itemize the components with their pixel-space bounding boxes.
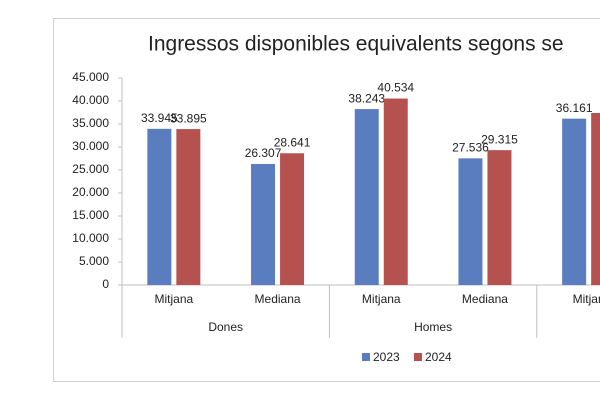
- legend-swatch: [414, 353, 422, 361]
- value-label: 27.536: [452, 141, 489, 155]
- group-label: Dones: [208, 320, 243, 334]
- value-label: 33.945: [141, 111, 178, 125]
- y-tick-label: 45.000: [72, 70, 109, 84]
- legend-label: 2023: [373, 350, 400, 364]
- value-label: 38.243: [348, 91, 385, 105]
- bar: [176, 129, 201, 285]
- value-label: 40.534: [377, 81, 414, 95]
- y-tick-label: 10.000: [72, 231, 109, 245]
- bar: [147, 128, 172, 285]
- y-tick-label: 15.000: [72, 208, 109, 222]
- x-tick-label: Mediana: [255, 292, 301, 306]
- bar: [354, 109, 379, 285]
- bar: [458, 158, 483, 285]
- x-tick-label: Mitjana: [362, 292, 401, 306]
- y-tick-label: 5.000: [79, 254, 109, 268]
- bar: [562, 118, 587, 286]
- y-tick-label: 40.000: [72, 93, 109, 107]
- legend-swatch: [362, 353, 370, 361]
- y-tick-label: 30.000: [72, 139, 109, 153]
- y-tick-label: 25.000: [72, 162, 109, 176]
- value-label: 28.641: [274, 135, 311, 149]
- value-label: 29.315: [481, 132, 518, 146]
- bar: [280, 153, 305, 285]
- value-label: 33.895: [170, 111, 207, 125]
- value-label: 36.161: [556, 101, 593, 115]
- bar: [487, 150, 512, 285]
- legend-label: 2024: [425, 350, 452, 364]
- x-tick-label: Mediana: [462, 292, 508, 306]
- y-tick-label: 0: [102, 277, 109, 291]
- bar: [383, 98, 408, 285]
- group-label: Homes: [414, 320, 452, 334]
- chart-border: [53, 18, 600, 382]
- chart-title: Ingressos disponibles equivalents segons…: [148, 33, 564, 56]
- x-tick-label: Mitjana: [155, 292, 194, 306]
- y-tick-label: 20.000: [72, 185, 109, 199]
- bar: [591, 112, 600, 286]
- bar: [251, 163, 276, 285]
- value-label: 26.307: [245, 146, 282, 160]
- x-tick-label: Mitjan: [573, 292, 600, 306]
- y-tick-label: 35.000: [72, 116, 109, 130]
